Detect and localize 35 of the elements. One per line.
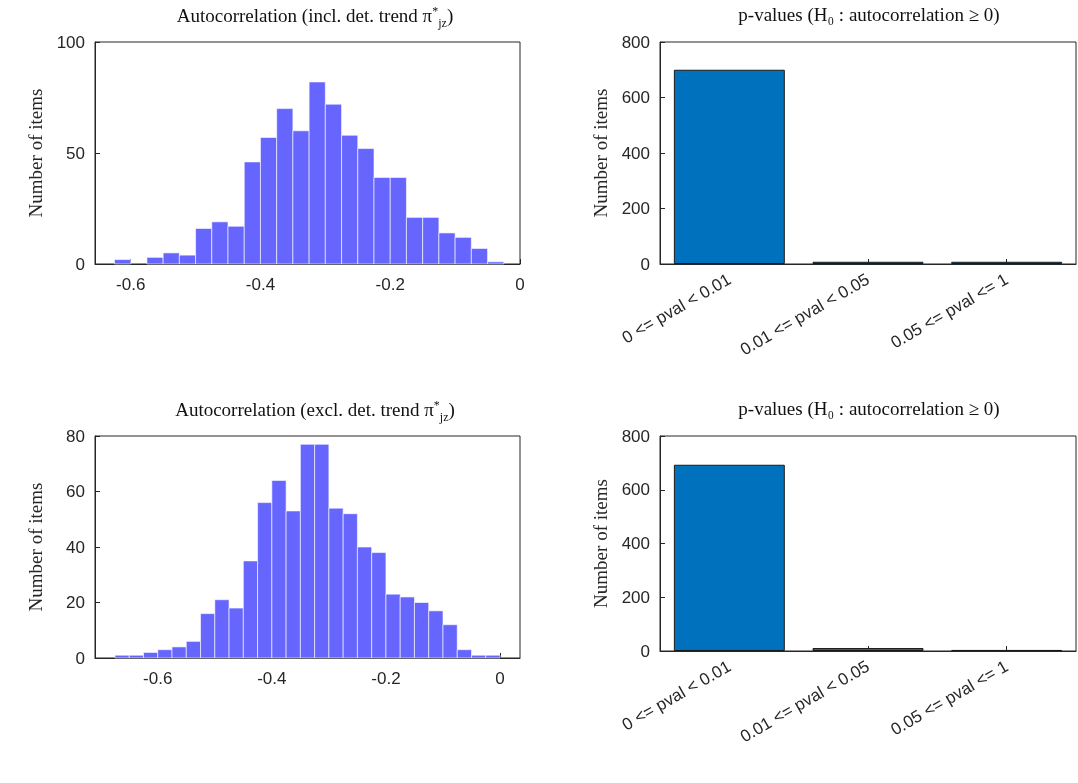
y-tick-label: 100 bbox=[56, 32, 85, 52]
y-tick-label: 80 bbox=[66, 426, 85, 446]
y-axis-title: Number of items bbox=[25, 482, 46, 612]
y-tick-label: 60 bbox=[66, 482, 85, 501]
x-tick-label: -0.4 bbox=[245, 275, 276, 294]
y-axis-title: Number of items bbox=[25, 88, 46, 218]
y-tick-label: 400 bbox=[621, 143, 650, 163]
y-tick-label: 20 bbox=[66, 593, 85, 612]
x-tick-label: -0.6 bbox=[143, 669, 173, 688]
y-axis-title: Number of items bbox=[590, 479, 611, 608]
x-tick-label: 0 bbox=[515, 275, 525, 294]
y-tick-label: 200 bbox=[621, 587, 650, 607]
x-tick-label: 0.05 <= pval <= 1 bbox=[887, 656, 1012, 740]
x-tick-label: -0.6 bbox=[116, 275, 146, 294]
chart-title: Autocorrelation (excl. det. trend π$^{*}$$_{jz}$) bbox=[174, 398, 456, 426]
x-tick-label: -0.4 bbox=[257, 669, 287, 688]
y-tick-label: 400 bbox=[621, 534, 650, 553]
x-tick-label: -0.2 bbox=[371, 669, 401, 688]
x-tick-label: -0.2 bbox=[375, 275, 405, 294]
y-tick-label: 0 bbox=[75, 254, 85, 274]
x-tick-label: 0.05 <= pval <= 1 bbox=[887, 269, 1012, 353]
x-tick-label: 0.01 <= pval < 0.05 bbox=[736, 269, 873, 360]
chart-title: p-values (H₀ : autocorrelation ≥ 0) bbox=[737, 4, 1001, 27]
chart-title: Autocorrelation (incl. det. trend π$^{*}$$_{jz}$) bbox=[175, 4, 455, 32]
y-tick-label: 800 bbox=[621, 426, 650, 446]
x-tick-label: 0.01 <= pval < 0.05 bbox=[736, 656, 873, 747]
y-tick-label: 50 bbox=[66, 143, 85, 163]
x-tick-label: 0 bbox=[495, 669, 505, 688]
y-tick-label: 600 bbox=[621, 480, 650, 500]
y-tick-label: 200 bbox=[621, 199, 650, 218]
y-axis-title: Number of items bbox=[590, 88, 611, 218]
y-tick-label: 40 bbox=[66, 537, 85, 557]
chart-title: p-values (H₀ : autocorrelation ≥ 0) bbox=[737, 398, 1001, 421]
y-tick-label: 600 bbox=[621, 88, 650, 107]
y-tick-label: 800 bbox=[621, 32, 650, 52]
